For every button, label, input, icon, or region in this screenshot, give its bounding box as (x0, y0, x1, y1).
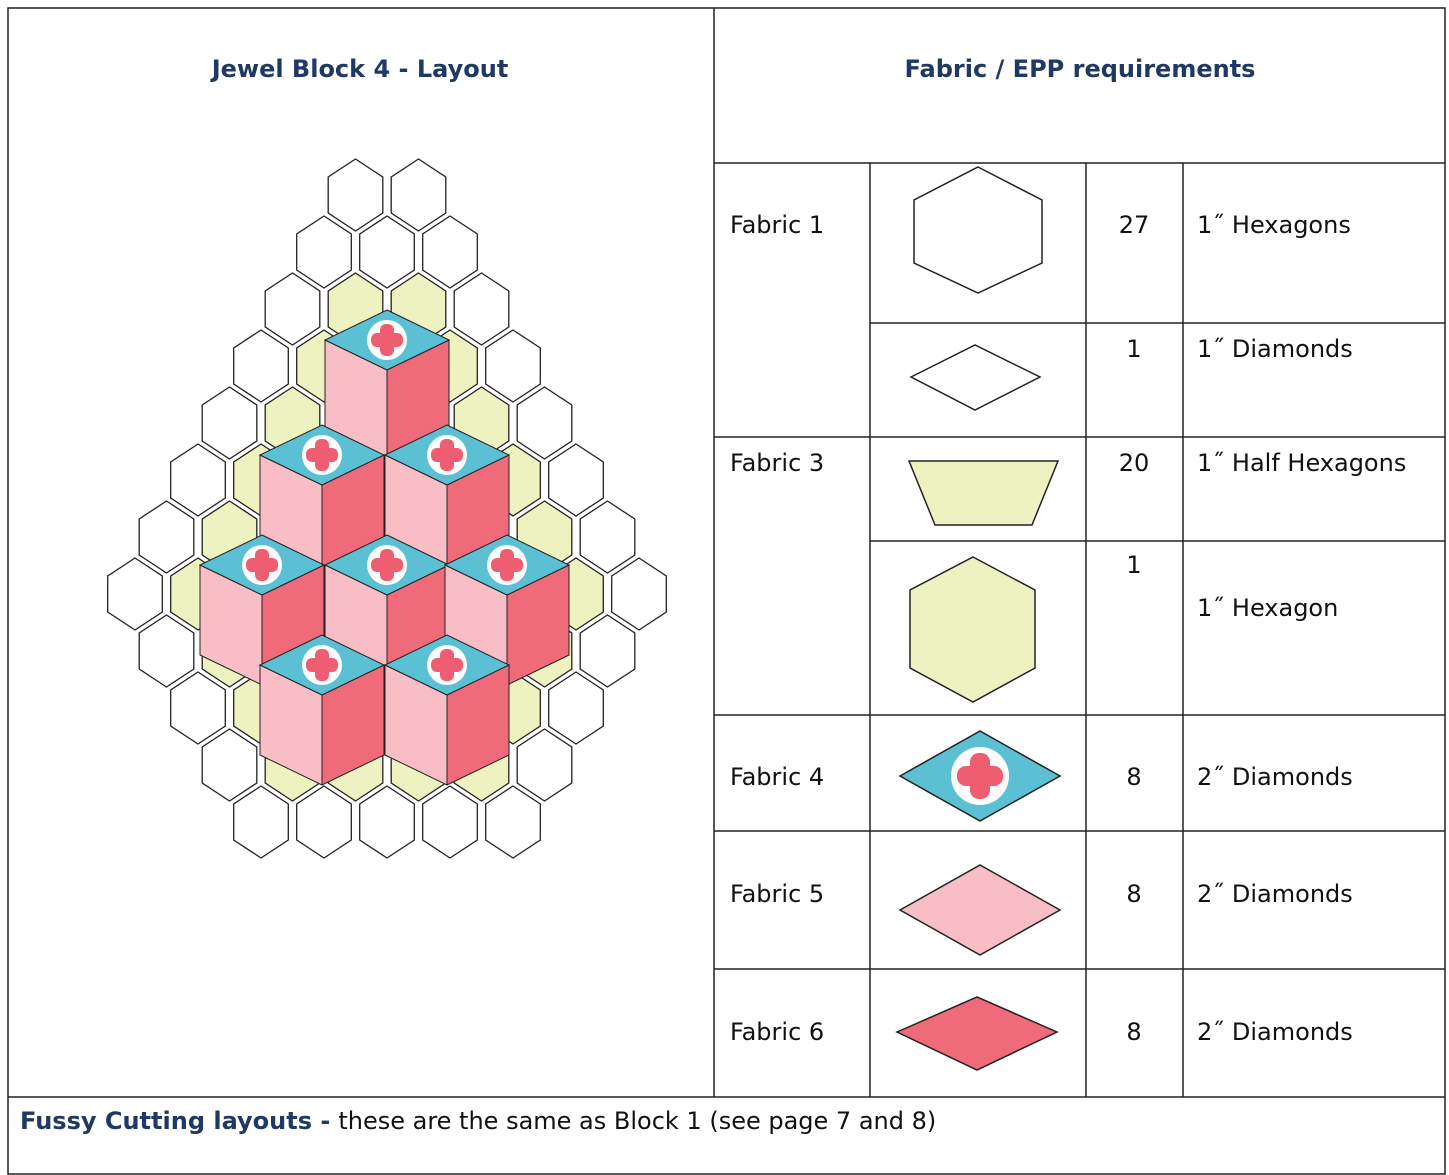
piece-count: 1 (1126, 551, 1141, 579)
requirements-rows: Fabric 1 27 1˝ Hexagons 1 1˝ Diamonds Fabric … (730, 211, 1406, 1046)
hexagon (296, 215, 352, 289)
piece-shape: 1˝ Diamonds (1197, 335, 1353, 363)
fabric-name: Fabric 3 (730, 449, 824, 477)
hexagon (107, 557, 163, 631)
cube (323, 309, 451, 461)
piece-count: 8 (1126, 763, 1141, 791)
piece-count: 8 (1126, 1018, 1141, 1046)
hexagon (201, 728, 258, 802)
hexagon (579, 614, 636, 688)
piece-count: 20 (1119, 449, 1150, 477)
footer-bold: Fussy Cutting layouts - (20, 1107, 330, 1135)
cube (383, 634, 511, 786)
fabric-name: Fabric 5 (730, 880, 824, 908)
cross (246, 558, 278, 572)
cross (371, 333, 403, 347)
cube (198, 534, 326, 686)
hexagon (138, 500, 195, 574)
hexagon (296, 785, 352, 859)
hexagon (548, 671, 604, 745)
hexagon (453, 272, 510, 346)
layout-title: Jewel Block 4 - Layout (210, 55, 509, 83)
footer-note: these are the same as Block 1 (see page … (338, 1107, 936, 1135)
hexagon (516, 386, 573, 460)
piece-shape: 1˝ Hexagon (1197, 594, 1338, 622)
hexagon (390, 158, 447, 232)
piece-shape: 1˝ Half Hexagons (1197, 449, 1406, 477)
piece-count: 1 (1126, 335, 1141, 363)
cross (306, 448, 338, 462)
fabric-name: Fabric 4 (730, 763, 824, 791)
hexagon (138, 614, 195, 688)
fabric-name: Fabric 6 (730, 1018, 824, 1046)
hexagon (170, 443, 226, 517)
hexagon (548, 443, 604, 517)
piece-shape: 2˝ Diamonds (1197, 1018, 1353, 1046)
hexagon (485, 785, 541, 859)
piece-shape: 1˝ Hexagons (1197, 211, 1351, 239)
hexagon (233, 785, 289, 859)
hexagon (359, 785, 415, 859)
cross (306, 658, 338, 672)
cross (431, 658, 463, 672)
requirements-title: Fabric / EPP requirements (905, 55, 1256, 83)
hexagon (170, 671, 226, 745)
hexagon (579, 500, 636, 574)
cube (258, 634, 386, 786)
cross (371, 558, 403, 572)
hexagon (233, 329, 289, 403)
piece-shape: 2˝ Diamonds (1197, 763, 1353, 791)
cross (491, 558, 523, 572)
hexagon (422, 785, 478, 859)
hexagon (485, 329, 541, 403)
fabric-name: Fabric 1 (730, 211, 824, 239)
hexagon (611, 557, 667, 631)
piece-count: 27 (1119, 211, 1150, 239)
cross (431, 448, 463, 462)
piece-count: 8 (1126, 880, 1141, 908)
hexagon (201, 386, 258, 460)
hexagon (264, 272, 321, 346)
hexagon (327, 158, 384, 232)
layout-illustration (107, 158, 667, 859)
hexagon (516, 728, 573, 802)
piece-shape: 2˝ Diamonds (1197, 880, 1353, 908)
hexagon (422, 215, 478, 289)
shape-icons (895, 166, 1062, 1071)
grid-lines (7, 7, 1446, 1175)
hexagon (359, 215, 415, 289)
footer: Fussy Cutting layouts - these are the sam… (20, 1107, 936, 1135)
